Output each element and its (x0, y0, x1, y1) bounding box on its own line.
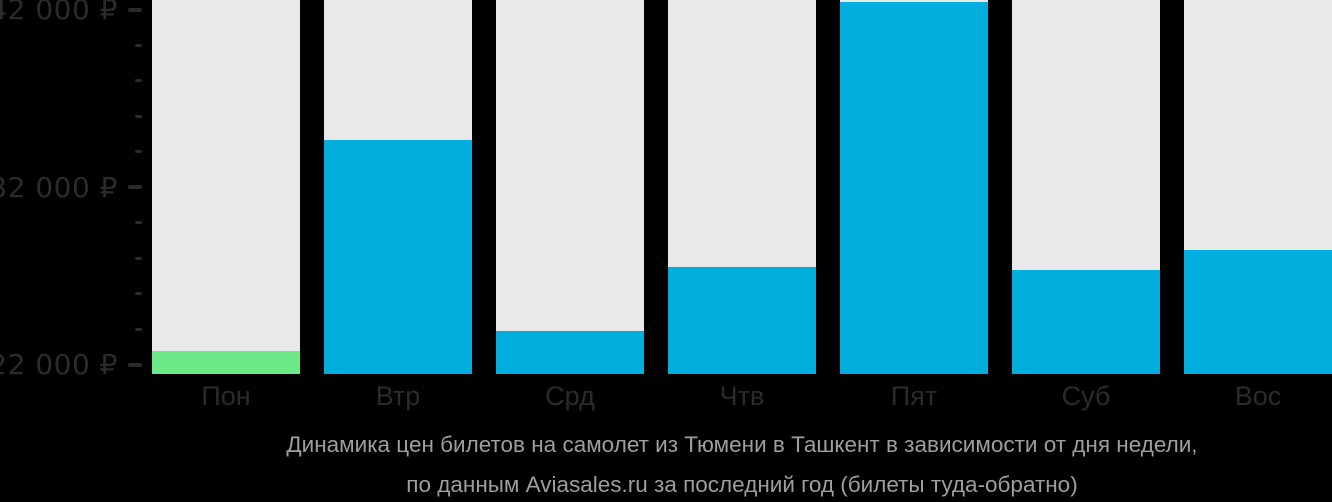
y-tick-dash-minor (135, 327, 142, 331)
x-tick-label: Вос (1234, 381, 1282, 411)
bar-column (152, 0, 300, 374)
bar-fill (496, 331, 644, 374)
bar-fill (840, 2, 988, 374)
y-tick-dash-minor (135, 150, 142, 154)
x-tick-label: Суб (1061, 381, 1111, 411)
y-tick-label: 22 000 ₽ (0, 348, 118, 382)
y-tick-dash-minor (135, 221, 142, 225)
bar-column (1012, 0, 1160, 374)
x-axis: Пон Втр Срд Чтв Пят Суб Вос (152, 381, 1332, 415)
bar-column (668, 0, 816, 374)
bar-fill (324, 139, 472, 374)
y-tick-major: 32 000 ₽ (0, 170, 142, 204)
bar-fill (668, 267, 816, 374)
y-tick-dash-minor (135, 43, 142, 47)
bar-column (324, 0, 472, 374)
y-tick-label: 42 000 ₽ (0, 0, 118, 27)
bar-fill (1184, 249, 1332, 374)
bar-column (496, 0, 644, 374)
y-tick-dash-minor (135, 256, 142, 260)
x-tick-label: Пон (201, 381, 251, 411)
y-tick-dash-major (128, 7, 142, 12)
bar-column (1184, 0, 1332, 374)
y-tick-major: 42 000 ₽ (0, 0, 142, 27)
bar-fill (1012, 270, 1160, 374)
bar-column (840, 0, 988, 374)
x-tick-label: Втр (375, 381, 421, 411)
y-tick-dash-major (128, 185, 142, 190)
y-tick-major: 22 000 ₽ (0, 348, 142, 382)
y-axis: 22 000 ₽ 32 000 ₽ 42 000 ₽ (0, 0, 152, 381)
chart-title: Динамика цен билетов на самолет из Тюмен… (286, 432, 1198, 457)
plot-area (152, 0, 1332, 374)
x-tick-label: Чтв (719, 381, 765, 411)
bar-fill (152, 350, 300, 374)
x-tick-label: Пят (890, 381, 938, 411)
chart-caption: Динамика цен билетов на самолет из Тюмен… (152, 425, 1332, 502)
y-tick-dash-minor (135, 114, 142, 118)
y-tick-dash-minor (135, 292, 142, 296)
chart-subtitle: по данным Aviasales.ru за последний год … (406, 472, 1078, 497)
y-tick-label: 32 000 ₽ (0, 170, 118, 204)
y-tick-dash-minor (135, 79, 142, 83)
x-tick-label: Срд (545, 381, 595, 411)
y-tick-dash-major (128, 362, 142, 367)
